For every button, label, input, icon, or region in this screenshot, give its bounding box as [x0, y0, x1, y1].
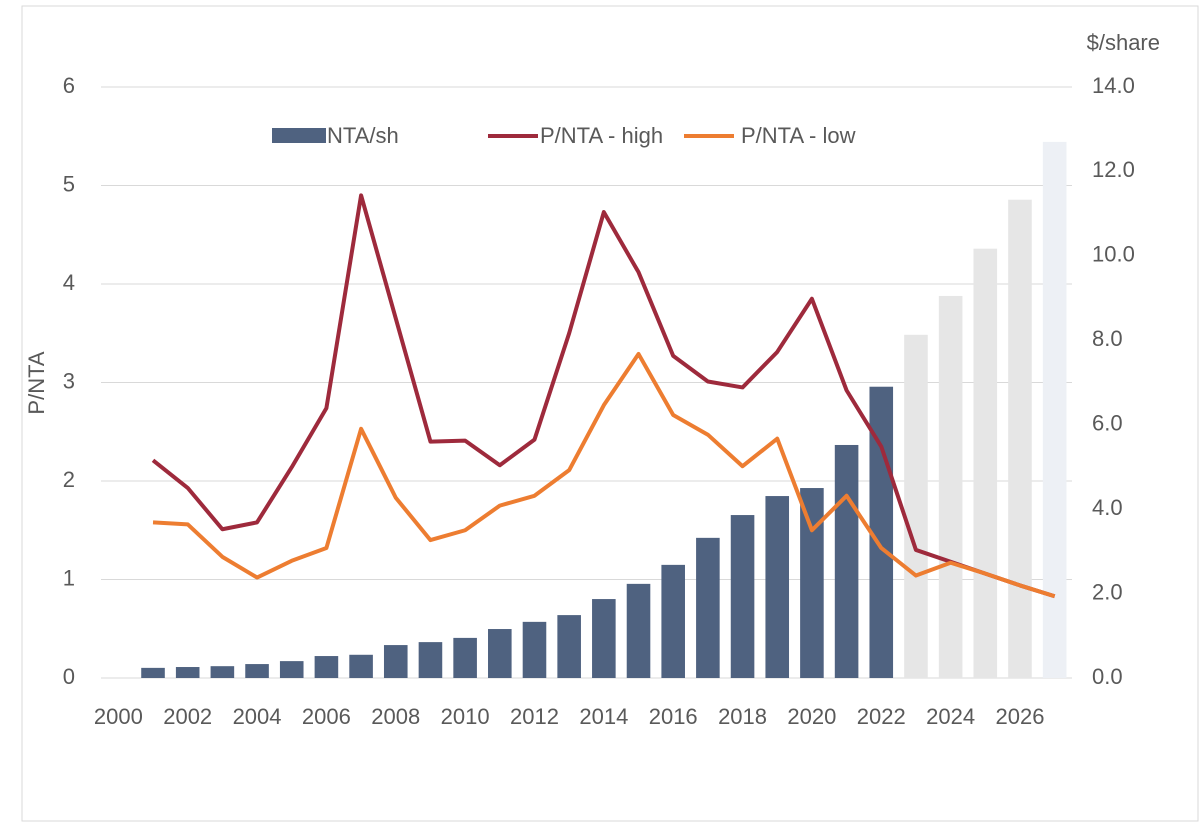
- x-tick-label: 2008: [371, 704, 420, 729]
- y-tick-label: 2: [63, 467, 75, 492]
- legend-label: P/NTA - high: [540, 123, 663, 148]
- y-tick-label: 3: [63, 368, 75, 393]
- line: [152, 351, 1056, 599]
- line: [151, 193, 1056, 599]
- x-tick-label: 2000: [94, 704, 143, 729]
- bar: [904, 334, 928, 678]
- legend-label: P/NTA - low: [741, 123, 856, 148]
- bar: [1042, 141, 1067, 679]
- x-tick-label: 2002: [163, 704, 212, 729]
- bar: [661, 564, 685, 678]
- bar: [973, 248, 998, 678]
- y2-tick-label: 2.0: [1092, 579, 1123, 604]
- bar: [592, 599, 616, 678]
- bar: [834, 444, 859, 678]
- bar: [730, 515, 755, 678]
- x-tick-label: 2004: [233, 704, 282, 729]
- bar: [418, 642, 443, 678]
- y-tick-label: 1: [63, 565, 75, 590]
- y-axis-label: P/NTA: [24, 351, 49, 414]
- bar: [765, 496, 790, 678]
- x-tick-label: 2024: [926, 704, 975, 729]
- y2-tick-label: 0.0: [1092, 664, 1123, 689]
- bar: [938, 295, 963, 678]
- bar: [800, 488, 824, 678]
- bar: [522, 621, 547, 678]
- bar: [210, 666, 235, 678]
- bar: [175, 667, 200, 678]
- y2-tick-label: 14.0: [1092, 73, 1135, 98]
- y-tick-label: 6: [63, 73, 75, 98]
- x-tick-label: 2022: [857, 704, 906, 729]
- bar: [245, 664, 269, 678]
- y-tick-label: 0: [63, 664, 75, 689]
- bar: [314, 656, 339, 678]
- x-tick-label: 2010: [441, 704, 490, 729]
- legend-swatch: [272, 128, 326, 143]
- y-tick-label: 5: [63, 171, 75, 196]
- y2-tick-label: 12.0: [1092, 157, 1135, 182]
- bar: [488, 629, 512, 678]
- x-tick-label: 2020: [787, 704, 836, 729]
- x-tick-label: 2018: [718, 704, 767, 729]
- x-tick-label: 2016: [649, 704, 698, 729]
- legend-label: NTA/sh: [327, 123, 399, 148]
- x-tick-label: 2014: [579, 704, 628, 729]
- chart-frame: [21, 5, 1199, 822]
- bar: [279, 661, 304, 678]
- x-tick-label: 2006: [302, 704, 351, 729]
- y2-tick-label: 4.0: [1092, 495, 1123, 520]
- bar: [1008, 199, 1032, 678]
- y2-tick-label: 10.0: [1092, 242, 1135, 267]
- bar: [349, 654, 373, 678]
- bar: [383, 645, 408, 678]
- bar: [453, 637, 477, 678]
- x-tick-label: 2012: [510, 704, 559, 729]
- bar: [626, 583, 651, 678]
- bar: [557, 615, 581, 678]
- bar: [696, 537, 720, 678]
- y2-axis-label: $/share: [1087, 30, 1160, 55]
- bar: [141, 667, 165, 678]
- y2-tick-label: 8.0: [1092, 326, 1123, 351]
- y-tick-label: 4: [63, 270, 75, 295]
- x-tick-label: 2026: [996, 704, 1045, 729]
- y2-tick-label: 6.0: [1092, 411, 1123, 436]
